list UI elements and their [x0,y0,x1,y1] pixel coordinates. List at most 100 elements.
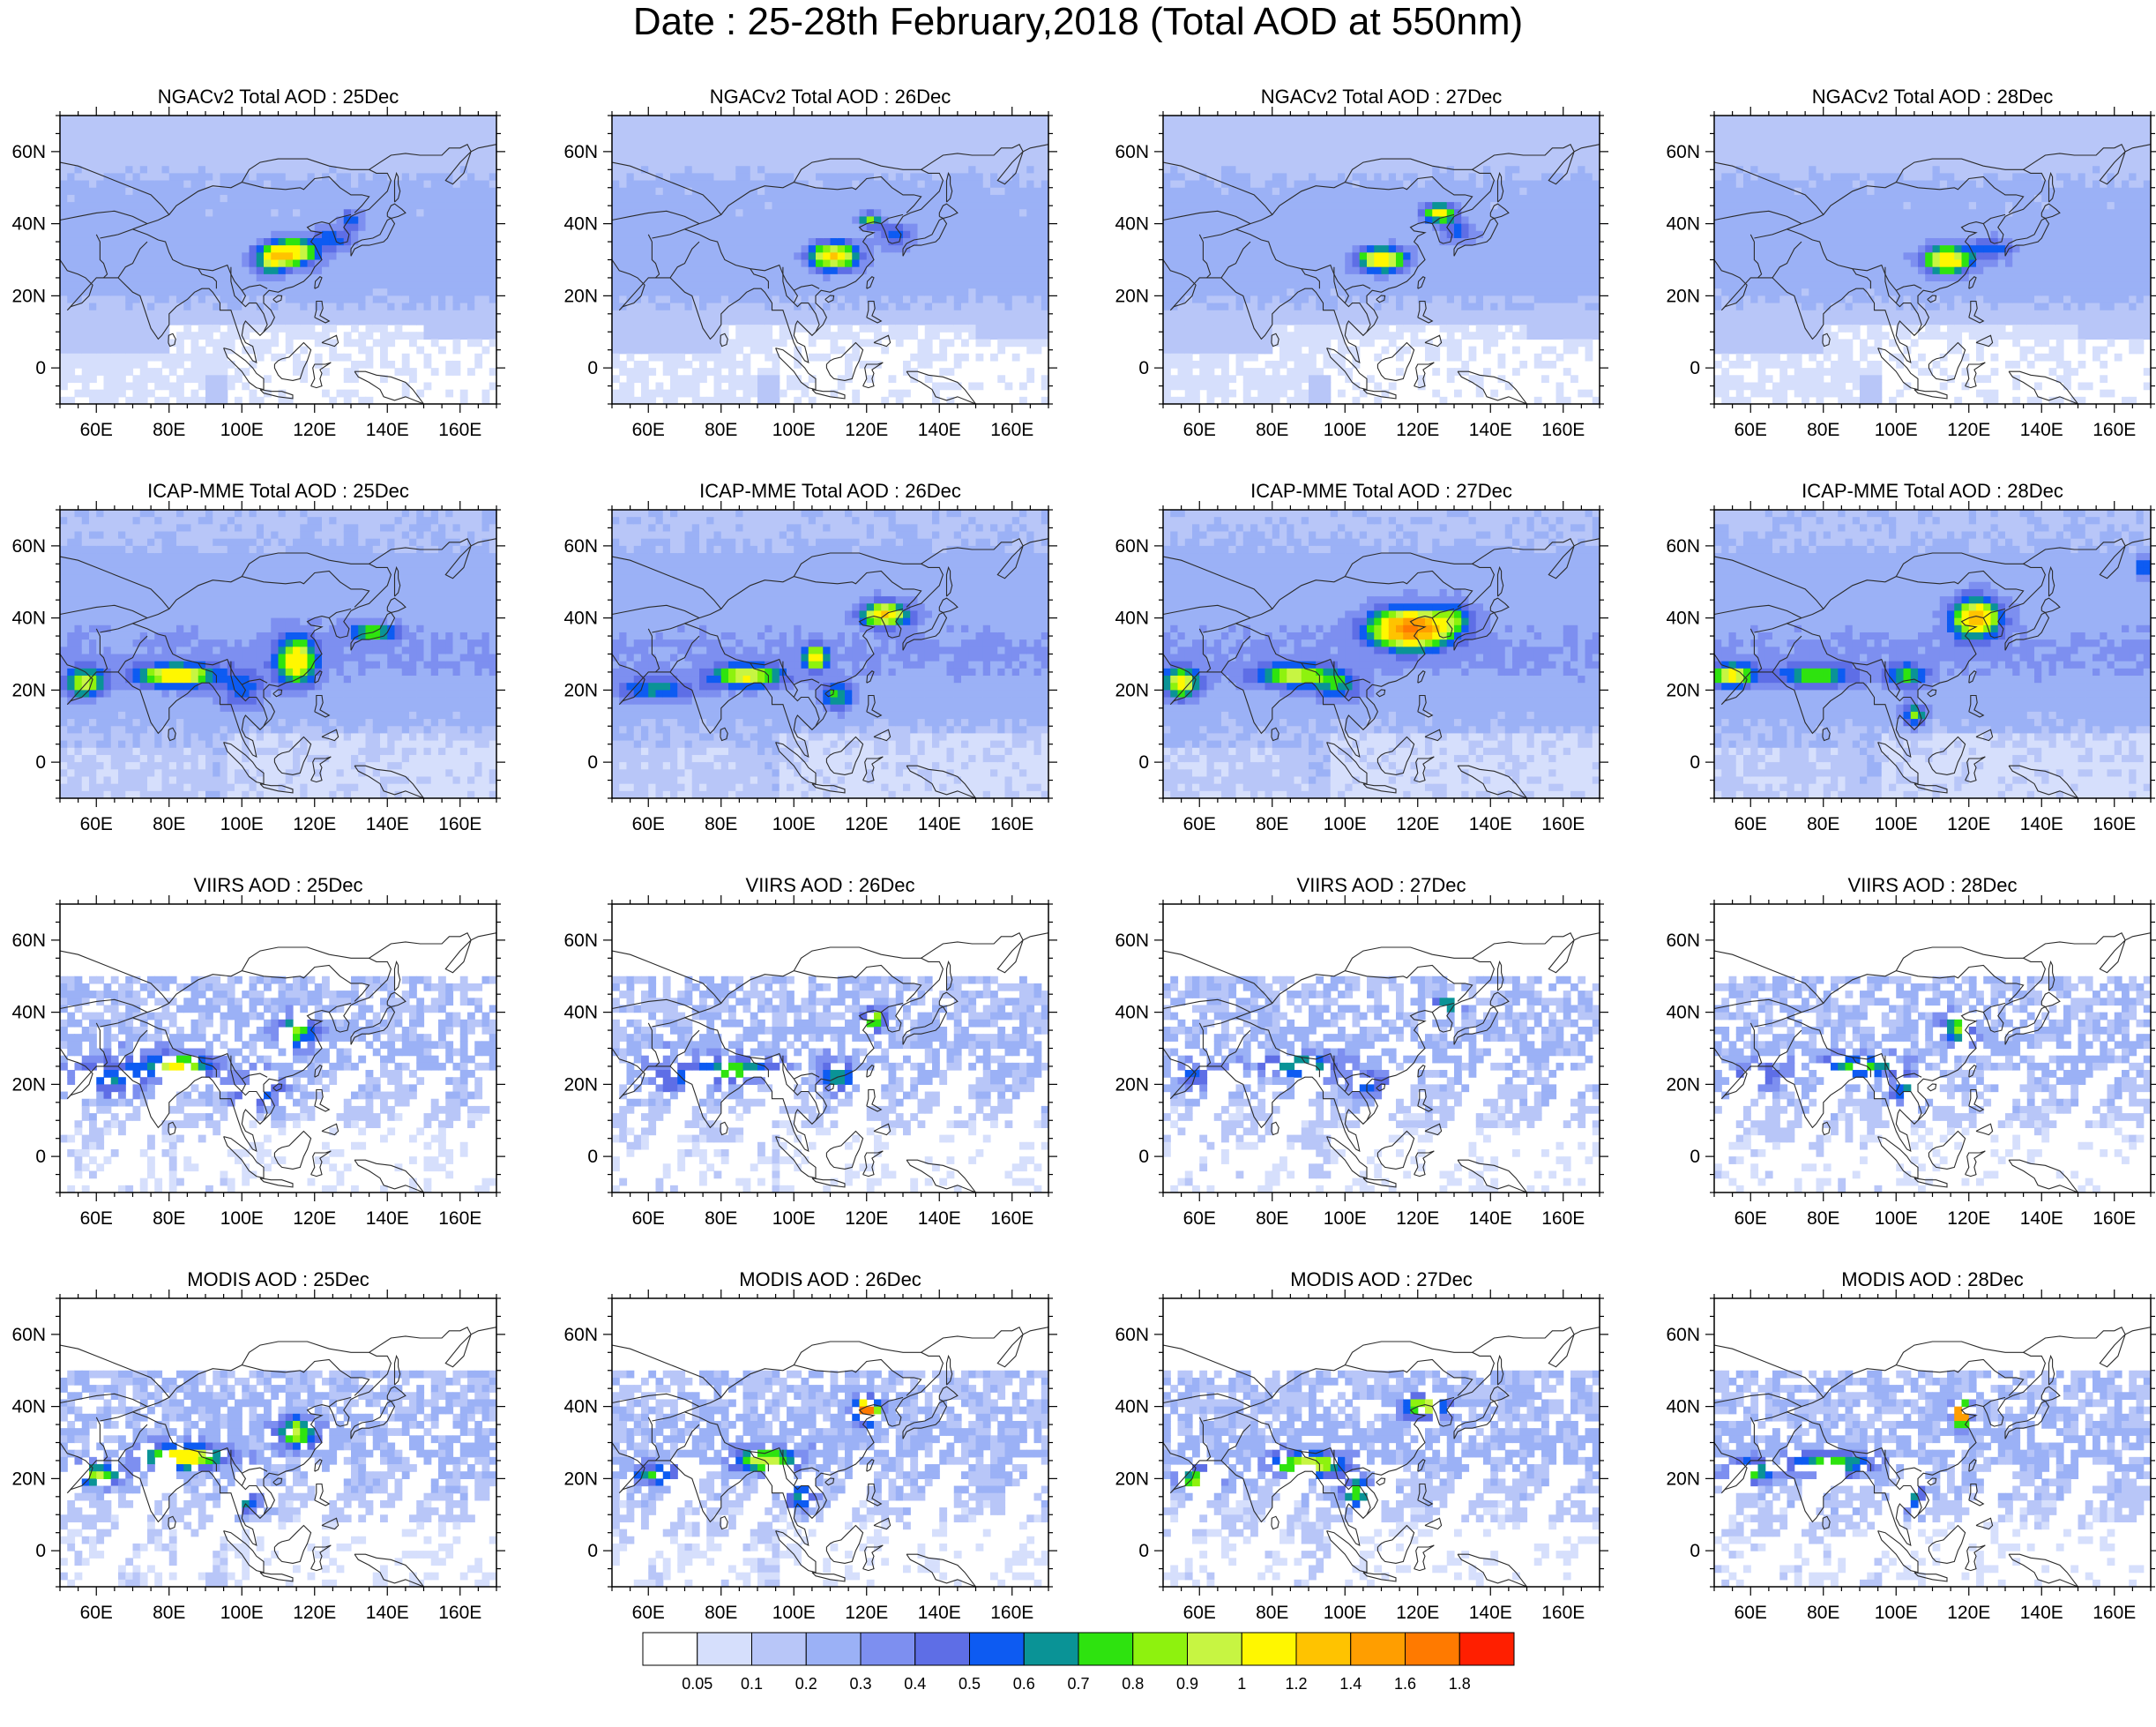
aod-cell [103,194,112,203]
aod-cell [358,151,367,160]
aod-cell [997,259,1006,268]
aod-cell [438,223,446,232]
aod-cell [205,389,213,398]
aod-cell [837,303,846,311]
aod-cell [125,353,134,362]
aod-field [60,116,496,404]
aod-cell [648,295,657,304]
aod-cell [452,360,461,369]
aod-cell [953,317,962,325]
aod-cell [416,166,425,174]
aod-cell [1206,382,1215,391]
aod-cell [626,173,635,182]
aod-cell [845,173,853,182]
aod-cell [235,237,242,246]
aod-cell [67,332,76,340]
aod-cell [430,209,439,218]
aod-cell [794,396,802,404]
aod-cell [445,216,454,225]
x-tick-label: 120E [845,420,888,440]
aod-cell [343,339,352,348]
aod-cell [161,303,170,311]
aod-cell [81,130,90,138]
aod-cell [895,194,904,203]
aod-cell [961,166,969,174]
aod-cell [423,130,432,138]
aod-cell [474,281,483,289]
aod-cell [903,288,911,296]
aod-cell [757,237,765,246]
aod-cell [699,209,707,218]
aod-cell [859,281,868,289]
aod-cell [285,130,294,138]
aod-cell [300,252,309,261]
aod-cell [264,216,272,225]
aod-cell [183,209,192,218]
aod-cell [750,339,758,348]
aod-cell [161,382,170,391]
aod-cell [394,332,403,340]
aod-cell [89,202,97,210]
aod-cell [910,230,919,239]
aod-cell [808,202,817,210]
aod-cell [830,281,839,289]
aod-cell [1170,116,1179,123]
aod-cell [264,137,272,146]
coastline [314,276,323,289]
aod-cell [1026,368,1035,376]
aod-cell [895,288,904,296]
aod-cell [859,317,868,325]
aod-cell [888,151,897,160]
y-tick-label: 0 [587,358,598,378]
aod-cell [794,216,802,225]
aod-cell [881,194,890,203]
aod-cell [235,303,242,311]
aod-cell [489,259,496,268]
aod-cell [459,187,468,196]
aod-cell [662,216,671,225]
aod-cell [103,303,112,311]
aod-cell [1011,353,1020,362]
aod-cell [895,209,904,218]
aod-cell [1192,116,1200,123]
aod-cell [161,281,170,289]
aod-cell [372,325,381,333]
aod-cell [358,216,367,225]
aod-cell [314,209,323,218]
aod-cell [423,123,432,131]
aod-cell [699,273,707,282]
aod-cell [924,346,933,355]
aod-cell [677,317,686,325]
aod-cell [213,187,221,196]
aod-cell [293,317,301,325]
aod-cell [1177,288,1186,296]
aod-cell [96,259,105,268]
aod-cell [394,151,403,160]
aod-cell [154,310,163,318]
aod-cell [256,123,265,131]
aod-cell [772,144,780,153]
aod-cell [430,259,439,268]
aod-cell [132,245,141,253]
aod-cell [691,137,700,146]
aod-cell [183,288,192,296]
aod-cell [619,202,628,210]
aod-cell [866,252,875,261]
aod-cell [619,123,628,131]
aod-cell [110,187,119,196]
aod-cell [728,223,736,232]
aod-cell [139,281,148,289]
aod-cell [787,151,795,160]
aod-cell [794,173,802,182]
aod-cell [125,368,134,376]
aod-cell [982,123,991,131]
aod-cell [190,281,199,289]
aod-cell [874,130,882,138]
aod-cell [691,216,700,225]
aod-cell [278,295,287,304]
aod-cell [1170,273,1179,282]
aod-cell [1228,151,1237,160]
aod-cell [139,273,148,282]
aod-cell [271,194,280,203]
coastline [775,348,817,391]
